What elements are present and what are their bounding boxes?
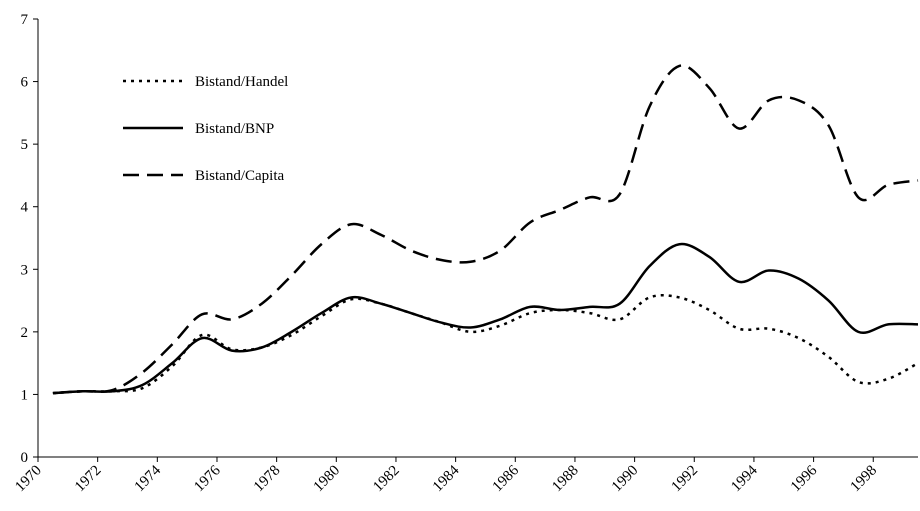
series-line: [52, 64, 919, 395]
y-tick-label: 6: [21, 75, 29, 91]
legend-label: Bistand/BNP: [195, 121, 274, 137]
series-line: [52, 242, 919, 395]
y-tick-label: 7: [21, 12, 29, 28]
y-tick-label: 2: [21, 325, 29, 341]
x-tick-label: 1978: [251, 463, 284, 496]
x-tick-label: 1980: [311, 463, 344, 496]
x-tick-label: 1972: [72, 463, 105, 496]
x-tick-label: 1986: [490, 462, 523, 495]
x-tick-label: 1984: [430, 462, 463, 495]
series-line: [52, 294, 919, 395]
x-tick-label: 1970: [12, 463, 45, 496]
y-tick-label: 3: [21, 262, 29, 278]
legend-label: Bistand/Capita: [195, 168, 285, 184]
y-tick-label: 5: [21, 137, 29, 153]
x-tick-label: 1982: [370, 463, 403, 496]
x-tick-label: 1998: [848, 463, 881, 496]
y-tick-label: 1: [21, 387, 29, 403]
x-tick-label: 1994: [728, 462, 761, 495]
x-tick-label: 1976: [191, 462, 224, 495]
x-tick-label: 1988: [549, 463, 582, 496]
y-tick-label: 0: [21, 450, 29, 466]
x-tick-label: 1996: [788, 462, 821, 495]
y-tick-label: 4: [21, 200, 29, 216]
legend-label: Bistand/Handel: [195, 74, 288, 90]
x-tick-label: 1974: [132, 462, 165, 495]
x-tick-label: 1992: [669, 463, 702, 496]
x-tick-label: 1990: [609, 463, 642, 496]
